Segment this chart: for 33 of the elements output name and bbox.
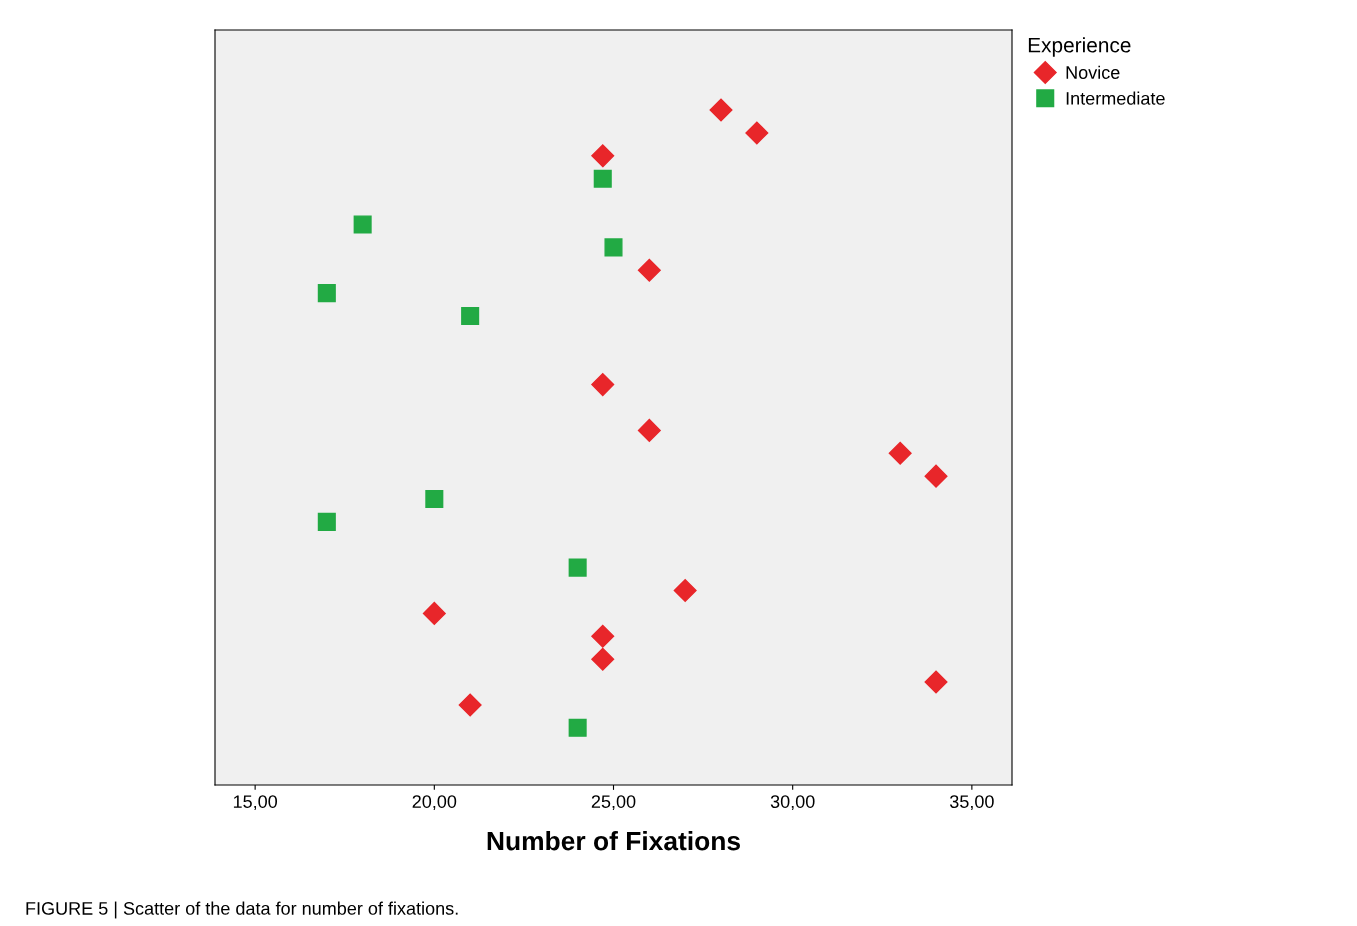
point	[637, 418, 661, 442]
point	[568, 718, 587, 737]
point	[745, 121, 769, 145]
point	[591, 624, 615, 648]
point	[591, 647, 615, 671]
point	[924, 464, 948, 488]
legend-label: Intermediate	[1066, 91, 1165, 105]
point	[591, 144, 615, 168]
x-axis-title: Number of Fixations	[487, 831, 740, 851]
point	[568, 558, 587, 577]
x-tick-label: 25,00	[591, 795, 636, 811]
x-tick-label: 15,00	[233, 795, 278, 811]
legend-label: Novice	[1066, 65, 1120, 79]
point	[673, 579, 697, 603]
x-tick-label: 20,00	[412, 795, 457, 811]
point	[604, 238, 623, 257]
point	[353, 215, 372, 234]
point	[422, 601, 446, 625]
point	[591, 373, 615, 397]
point	[425, 489, 444, 509]
point	[317, 284, 336, 303]
x-tick-label: 35,00	[949, 795, 994, 811]
point	[593, 169, 612, 188]
x-tick-label: 30,00	[770, 795, 815, 811]
point	[317, 512, 336, 531]
point	[637, 258, 661, 282]
caption: FIGURE 5 | Scatter of the data for number of fixations.	[26, 901, 458, 919]
point	[458, 693, 482, 717]
point	[924, 670, 948, 694]
legend-title: Experience	[1028, 37, 1131, 57]
point	[461, 306, 480, 326]
point	[709, 98, 733, 122]
point	[888, 441, 912, 465]
